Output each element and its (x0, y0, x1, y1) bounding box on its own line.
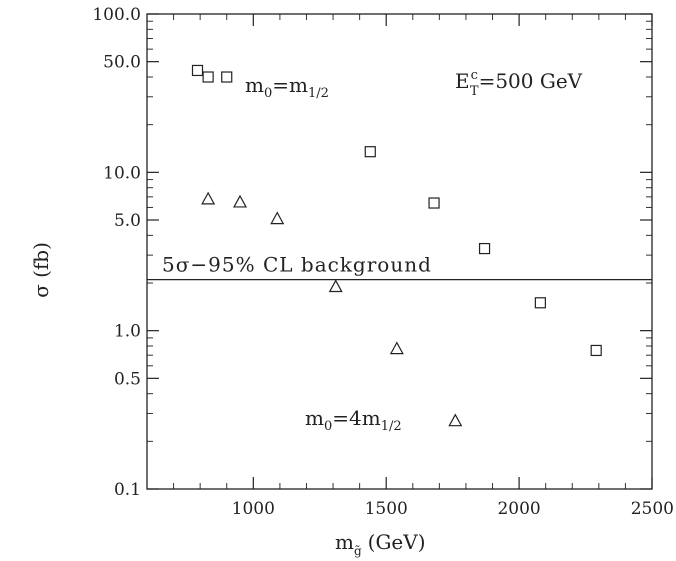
ann-tri-main: m (305, 406, 324, 430)
ann-cut-sup: c (471, 68, 478, 83)
x-axis-label-sub: g̃ (354, 544, 362, 558)
y-tick-labels: 0.1 0.5 1.0 5.0 10.0 50.0 100.0 (92, 5, 141, 500)
ann-sq-sub1: 1/2 (308, 86, 329, 101)
square-point (428, 197, 440, 209)
x-tick-label: 1000 (232, 499, 275, 519)
ann-cut-rest: =500 GeV (479, 69, 583, 93)
ann-sq-main: m (245, 73, 264, 97)
square-point (478, 242, 491, 255)
cut-annotation: Ec T=500 GeV (455, 68, 583, 99)
x-axis-label-unit: (GeV) (368, 530, 426, 554)
triangle-point (270, 211, 285, 225)
ann-cut-main: E (455, 69, 470, 93)
square-point (221, 71, 233, 83)
ann-tri-sub1: 1/2 (381, 419, 402, 434)
plot-frame (146, 13, 653, 490)
y-tick-label: 1.0 (114, 322, 141, 342)
triangle-series-annotation: m0=4m1/2 (305, 406, 402, 434)
square-point (202, 71, 214, 83)
triangle-point (328, 279, 343, 293)
y-tick-label: 0.5 (114, 369, 141, 389)
x-tick-label: 2000 (497, 499, 540, 519)
y-tick-label: 50.0 (103, 53, 141, 73)
triangle-point (201, 191, 216, 205)
y-tick-label: 5.0 (114, 211, 141, 231)
x-axis-label-main: m (335, 530, 354, 554)
x-axis-label: mg̃ (GeV) (335, 530, 426, 558)
triangle-point (233, 194, 248, 208)
y-tick-label: 100.0 (92, 5, 141, 25)
x-tick-label: 2500 (631, 499, 674, 519)
x-tick-label: 1500 (365, 499, 408, 519)
x-tick-labels: 1000 1500 2000 2500 (232, 499, 674, 519)
background-threshold-label: 5σ−95% CL background (162, 253, 432, 277)
square-point (534, 297, 546, 309)
ann-sq-eq: =m (272, 73, 308, 97)
square-point (191, 64, 204, 77)
minor-ticks (147, 14, 652, 489)
ann-tri-eq: =4m (332, 406, 380, 430)
y-axis-label: σ (fb) (29, 242, 53, 298)
square-point (364, 146, 376, 158)
square-series-annotation: m0=m1/2 (245, 73, 329, 101)
y-tick-label: 10.0 (103, 163, 141, 183)
ann-sq-sub0: 0 (264, 86, 272, 101)
data-points (191, 64, 602, 427)
triangle-point (389, 341, 404, 355)
square-point (590, 344, 602, 357)
y-tick-label: 0.1 (114, 480, 141, 500)
ann-cut-sub: T (470, 84, 479, 99)
ann-tri-sub0: 0 (324, 419, 332, 434)
triangle-point (448, 413, 463, 427)
